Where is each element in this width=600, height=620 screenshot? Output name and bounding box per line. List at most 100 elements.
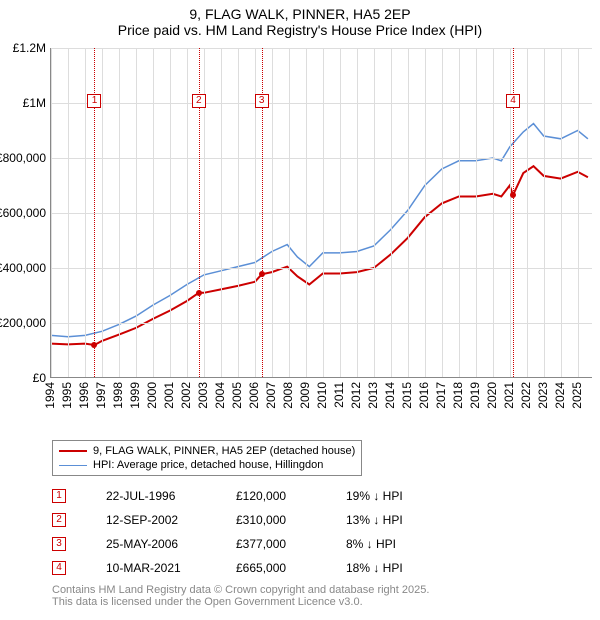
gridline-v (442, 48, 443, 377)
gridline-v (119, 48, 120, 377)
legend: 9, FLAG WALK, PINNER, HA5 2EP (detached … (52, 440, 362, 476)
legend-swatch (59, 465, 87, 466)
sale-date: 22-JUL-1996 (106, 489, 236, 503)
chart-title: 9, FLAG WALK, PINNER, HA5 2EP Price paid… (0, 0, 600, 38)
y-tick-label: £200,000 (0, 316, 46, 330)
legend-label: 9, FLAG WALK, PINNER, HA5 2EP (detached … (93, 445, 355, 457)
gridline-v (136, 48, 137, 377)
sale-date: 12-SEP-2002 (106, 513, 236, 527)
gridline-v (85, 48, 86, 377)
sale-price: £120,000 (236, 489, 346, 503)
x-tick-label: 1998 (111, 382, 125, 409)
gridline-h (51, 323, 592, 324)
sale-marker-box: 2 (192, 94, 206, 108)
sale-marker-dot (259, 271, 265, 277)
x-tick-label: 2021 (502, 382, 516, 409)
gridline-v (238, 48, 239, 377)
gridline-v (187, 48, 188, 377)
table-row: 3 25-MAY-2006£377,0008% ↓ HPI (52, 532, 456, 556)
gridline-v (306, 48, 307, 377)
gridline-h (51, 158, 592, 159)
x-tick-label: 2007 (264, 382, 278, 409)
table-row: 2 12-SEP-2002£310,00013% ↓ HPI (52, 508, 456, 532)
x-axis: 1994199519961997199819992000200120022003… (50, 378, 592, 420)
sale-diff: 18% ↓ HPI (346, 561, 456, 575)
sale-number-box: 2 (52, 513, 66, 527)
x-tick-label: 2008 (281, 382, 295, 409)
gridline-v (323, 48, 324, 377)
x-tick-label: 2004 (213, 382, 227, 409)
gridline-v (459, 48, 460, 377)
x-tick-label: 2013 (366, 382, 380, 409)
plot-area: 1234 (50, 48, 592, 378)
table-row: 410-MAR-2021£665,00018% ↓ HPI (52, 556, 456, 580)
gridline-v (527, 48, 528, 377)
sale-marker-box: 4 (506, 94, 520, 108)
sale-price: £310,000 (236, 513, 346, 527)
x-tick-label: 2024 (553, 382, 567, 409)
footer-line2: This data is licensed under the Open Gov… (52, 596, 429, 608)
gridline-h (51, 268, 592, 269)
x-tick-label: 2009 (298, 382, 312, 409)
gridline-v (102, 48, 103, 377)
table-row: 1 22-JUL-1996£120,00019% ↓ HPI (52, 484, 456, 508)
sale-diff: 13% ↓ HPI (346, 513, 456, 527)
sale-price: £377,000 (236, 537, 346, 551)
legend-swatch (59, 450, 87, 452)
x-tick-label: 2018 (451, 382, 465, 409)
gridline-v (561, 48, 562, 377)
x-tick-label: 2019 (468, 382, 482, 409)
y-axis: £0£200,000£400,000£600,000£800,000£1M£1.… (8, 48, 50, 378)
gridline-h (51, 48, 592, 49)
x-tick-label: 2016 (417, 382, 431, 409)
legend-item: HPI: Average price, detached house, Hill… (59, 458, 355, 472)
gridline-v (476, 48, 477, 377)
chart: £0£200,000£400,000£600,000£800,000£1M£1.… (8, 48, 592, 420)
x-tick-label: 2002 (179, 382, 193, 409)
sale-marker-dot (510, 192, 516, 198)
x-tick-label: 2023 (536, 382, 550, 409)
x-tick-label: 2011 (332, 382, 346, 408)
sale-marker-dot (196, 290, 202, 296)
x-tick-label: 2001 (162, 382, 176, 409)
line-hpi (51, 124, 588, 337)
sale-number-box: 3 (52, 537, 66, 551)
gridline-v (391, 48, 392, 377)
sale-diff: 19% ↓ HPI (346, 489, 456, 503)
title-subtitle: Price paid vs. HM Land Registry's House … (0, 22, 600, 38)
x-tick-label: 2022 (519, 382, 533, 409)
gridline-v (357, 48, 358, 377)
y-tick-label: £800,000 (0, 151, 46, 165)
x-tick-label: 1999 (128, 382, 142, 409)
x-tick-label: 2020 (485, 382, 499, 409)
gridline-v (544, 48, 545, 377)
gridline-v (425, 48, 426, 377)
gridline-v (408, 48, 409, 377)
gridline-h (51, 213, 592, 214)
x-tick-label: 2010 (315, 382, 329, 409)
y-tick-label: £1M (23, 96, 46, 110)
sale-marker-box: 1 (87, 94, 101, 108)
sale-marker-dot (91, 342, 97, 348)
x-tick-label: 1994 (43, 382, 57, 409)
y-tick-label: £400,000 (0, 261, 46, 275)
sale-number-box: 1 (52, 489, 66, 503)
sale-number-box: 4 (52, 561, 66, 575)
x-tick-label: 2025 (570, 382, 584, 409)
gridline-v (153, 48, 154, 377)
x-tick-label: 2015 (400, 382, 414, 409)
sales-table: 1 22-JUL-1996£120,00019% ↓ HPI 2 12-SEP-200… (52, 484, 456, 580)
x-tick-label: 2014 (383, 382, 397, 409)
gridline-v (68, 48, 69, 377)
sale-diff: 8% ↓ HPI (346, 537, 456, 551)
sale-date: 10-MAR-2021 (106, 561, 236, 575)
x-tick-label: 2006 (247, 382, 261, 409)
gridline-v (51, 48, 52, 377)
sale-date: 25-MAY-2006 (106, 537, 236, 551)
y-tick-label: £600,000 (0, 206, 46, 220)
x-tick-label: 2000 (145, 382, 159, 409)
legend-item: 9, FLAG WALK, PINNER, HA5 2EP (detached … (59, 444, 355, 458)
x-tick-label: 2017 (434, 382, 448, 409)
legend-label: HPI: Average price, detached house, Hill… (93, 459, 323, 471)
gridline-v (272, 48, 273, 377)
